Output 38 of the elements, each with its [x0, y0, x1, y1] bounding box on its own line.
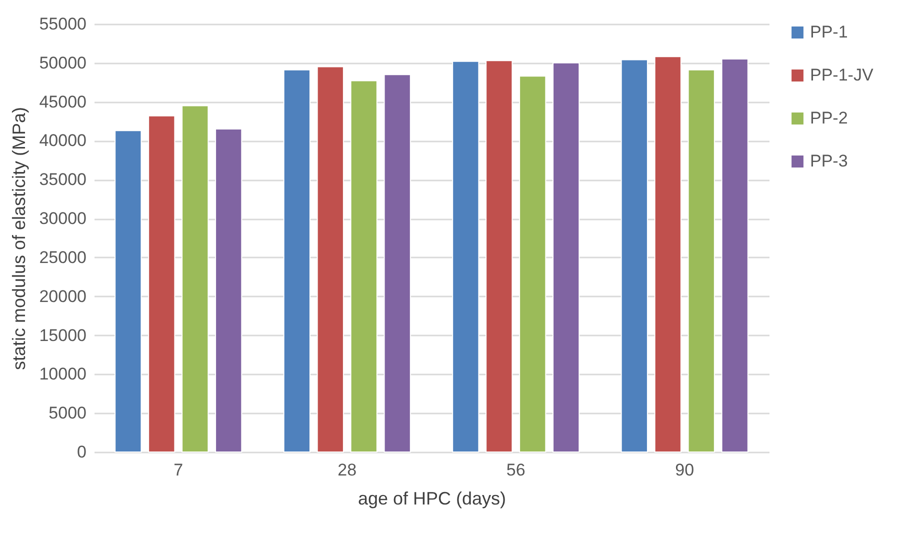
y-tick-label: 55000	[39, 14, 86, 34]
y-tick-label: 15000	[39, 326, 86, 345]
y-axis-title: static modulus of elasticity (MPa)	[9, 106, 30, 370]
y-tick-label: 40000	[39, 131, 86, 150]
bar	[182, 105, 209, 452]
bar	[552, 62, 580, 452]
y-tick-label: 50000	[39, 53, 86, 72]
x-tick-label: 56	[506, 460, 526, 480]
legend-label: PP-1-JV	[810, 66, 874, 84]
y-tick-label: 30000	[39, 209, 86, 228]
bar	[215, 128, 242, 452]
x-tick-label: 7	[174, 460, 184, 480]
legend-label: PP-3	[810, 152, 848, 170]
bar	[654, 56, 682, 452]
bar	[519, 76, 546, 452]
bar	[688, 69, 715, 452]
legend-label: PP-1	[810, 22, 848, 42]
y-tick-label: 20000	[39, 286, 86, 306]
x-tick-label: 90	[675, 460, 694, 480]
y-tick-label: 25000	[39, 248, 86, 267]
bar	[114, 130, 142, 452]
y-tick-label: 35000	[39, 170, 86, 190]
bar	[486, 60, 513, 452]
bar	[452, 60, 480, 452]
legend-label: PP-2	[810, 108, 848, 128]
bar	[620, 59, 648, 452]
bar	[721, 58, 748, 452]
x-tick-label: 28	[338, 460, 357, 480]
bar	[384, 74, 411, 452]
bar	[283, 69, 310, 452]
bar	[350, 80, 378, 452]
bar	[316, 66, 344, 452]
y-tick-label: 0	[77, 442, 86, 462]
y-tick-label: 10000	[39, 364, 86, 384]
bar	[148, 115, 176, 452]
y-tick-label: 45000	[39, 92, 86, 112]
x-axis-title: age of HPC (days)	[358, 488, 506, 508]
y-tick-label: 5000	[48, 404, 86, 423]
